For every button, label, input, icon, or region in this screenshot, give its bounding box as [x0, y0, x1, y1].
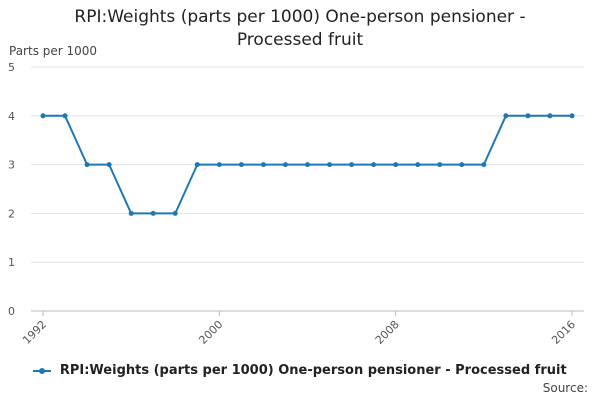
- y-tick-label: 1: [8, 256, 15, 269]
- data-point[interactable]: [172, 210, 178, 216]
- source-label: Source:: [542, 381, 588, 395]
- data-point[interactable]: [282, 162, 288, 168]
- data-point[interactable]: [349, 162, 355, 168]
- data-point[interactable]: [260, 162, 266, 168]
- data-point[interactable]: [150, 210, 156, 216]
- gridlines: [31, 66, 584, 312]
- data-point[interactable]: [415, 162, 421, 168]
- series-group: [40, 113, 575, 216]
- chart-title: RPI:Weights (parts per 1000) One-person …: [0, 6, 600, 52]
- data-point[interactable]: [327, 162, 333, 168]
- x-tick-label: 1992: [20, 318, 49, 347]
- y-axis-ticks: 0 1 2 3 4 5: [8, 61, 15, 318]
- legend-swatch: [33, 366, 52, 376]
- data-point[interactable]: [503, 113, 509, 119]
- y-tick-label: 2: [8, 207, 15, 220]
- data-point[interactable]: [481, 162, 487, 168]
- data-point[interactable]: [305, 162, 310, 168]
- x-tick-label: 2000: [196, 318, 225, 347]
- data-point[interactable]: [216, 162, 222, 168]
- legend[interactable]: RPI:Weights (parts per 1000) One-person …: [0, 363, 600, 378]
- data-point[interactable]: [393, 162, 399, 168]
- data-point[interactable]: [40, 113, 46, 119]
- y-tick-label: 5: [8, 61, 15, 74]
- x-axis-ticks: 1992 2000 2008 2016: [20, 311, 578, 347]
- y-axis-label: Parts per 1000: [9, 44, 98, 58]
- data-point[interactable]: [547, 113, 553, 119]
- y-tick-label: 4: [8, 110, 15, 123]
- x-tick-label: 2008: [373, 318, 402, 347]
- data-point[interactable]: [525, 113, 531, 119]
- y-tick-label: 3: [8, 159, 15, 172]
- data-point[interactable]: [62, 113, 68, 119]
- data-point[interactable]: [106, 162, 112, 168]
- legend-label: RPI:Weights (parts per 1000) One-person …: [59, 363, 567, 378]
- data-point[interactable]: [459, 162, 465, 168]
- data-point[interactable]: [569, 113, 575, 119]
- y-tick-label: 0: [8, 305, 15, 318]
- data-point[interactable]: [194, 162, 200, 168]
- data-point[interactable]: [128, 210, 134, 216]
- data-point[interactable]: [238, 162, 244, 168]
- chart-title-line-1: RPI:Weights (parts per 1000) One-person …: [74, 7, 526, 27]
- x-tick-label: 2016: [549, 318, 578, 347]
- data-point[interactable]: [84, 162, 90, 168]
- chart-title-line-2: Processed fruit: [236, 30, 364, 50]
- data-point[interactable]: [371, 162, 377, 168]
- data-point[interactable]: [437, 162, 443, 168]
